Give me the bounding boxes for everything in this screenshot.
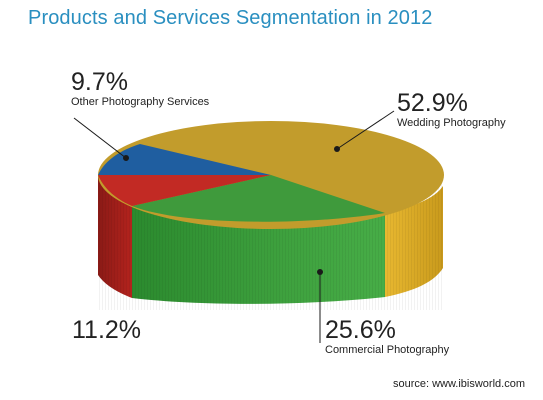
chart-title: Products and Services Segmentation in 20… xyxy=(28,7,433,29)
leader-line-wedding xyxy=(336,110,395,150)
slice-top-blue xyxy=(98,144,271,175)
slice-top-red xyxy=(98,175,271,206)
percent-label-wedding: 52.9% xyxy=(397,89,468,117)
percent-label-other: 9.7% xyxy=(71,68,128,96)
source-note: source: www.ibisworld.com xyxy=(392,378,525,390)
slice-top-commercial xyxy=(132,175,385,222)
slice-label-other: Other Photography Services xyxy=(71,96,210,108)
leader-dot-other xyxy=(123,155,129,161)
leader-line-other xyxy=(73,117,127,159)
leader-dot-commercial xyxy=(317,269,323,275)
leader-dot-wedding xyxy=(334,146,340,152)
percent-label-red: 11.2% xyxy=(72,316,142,344)
percent-label-commercial: 25.6% xyxy=(325,316,396,344)
slice-label-wedding: Wedding Photography xyxy=(397,117,506,129)
slice-label-commercial: Commercial Photography xyxy=(325,344,450,356)
